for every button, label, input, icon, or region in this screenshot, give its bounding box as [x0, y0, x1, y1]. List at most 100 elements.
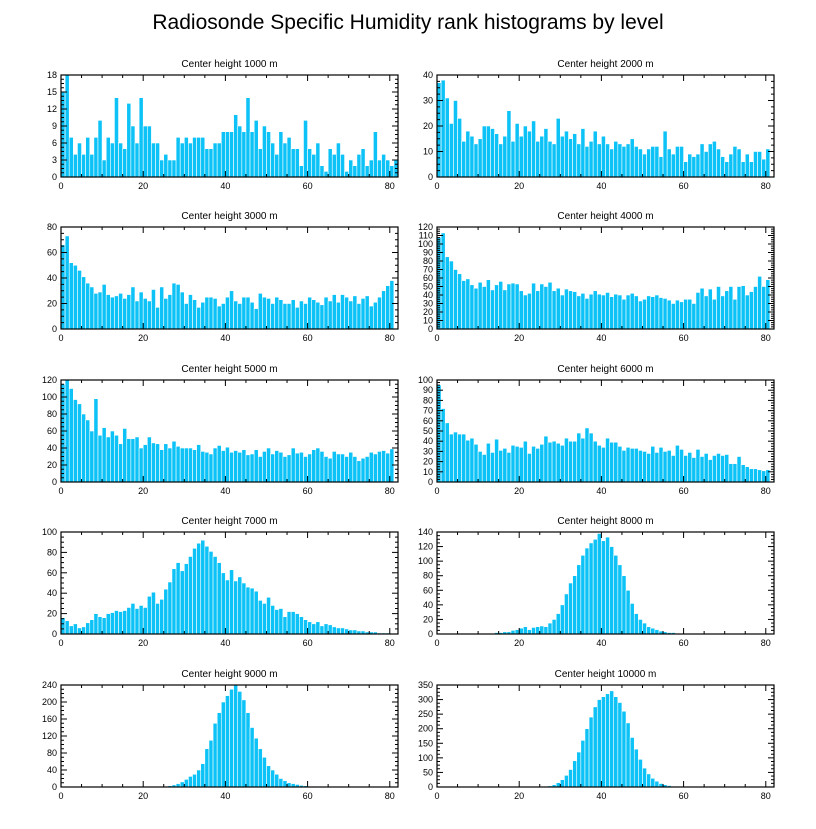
- bar: [369, 306, 373, 329]
- x-tick-label: 0: [58, 333, 63, 343]
- bar: [151, 289, 155, 329]
- x-tick-label: 40: [596, 333, 606, 343]
- y-tick-label: 20: [423, 121, 433, 131]
- bar: [238, 691, 242, 787]
- bar: [86, 420, 90, 482]
- bar: [733, 464, 737, 482]
- bar: [86, 283, 90, 329]
- bar: [86, 623, 90, 634]
- bar: [544, 436, 548, 482]
- bar: [279, 300, 283, 329]
- bar: [143, 607, 147, 634]
- y-tick-label: 10: [423, 316, 433, 326]
- bar: [622, 146, 626, 177]
- bar: [758, 470, 762, 482]
- bar: [622, 711, 626, 787]
- bar: [213, 143, 217, 177]
- bar: [201, 764, 205, 787]
- bar: [336, 628, 340, 634]
- bar: [69, 263, 73, 329]
- bar: [458, 434, 462, 482]
- bar: [745, 467, 749, 482]
- bar: [470, 438, 474, 482]
- bar: [716, 453, 720, 482]
- bar: [110, 613, 114, 634]
- x-tick-label: 80: [385, 638, 395, 648]
- bar: [102, 284, 106, 329]
- bar: [449, 434, 453, 482]
- y-tick-label: 30: [423, 96, 433, 106]
- x-tick-label: 60: [679, 486, 689, 496]
- bar: [127, 607, 131, 634]
- x-tick-label: 20: [514, 791, 524, 801]
- bar: [462, 141, 466, 177]
- bar: [193, 548, 197, 634]
- bar: [127, 103, 131, 177]
- bar: [320, 626, 324, 634]
- y-tick-label: 40: [423, 436, 433, 446]
- bar: [242, 583, 246, 634]
- x-tick-label: 60: [679, 333, 689, 343]
- bar: [168, 582, 172, 634]
- y-tick-label: 50: [423, 282, 433, 292]
- y-tick-label: 40: [423, 70, 433, 80]
- bar: [156, 444, 160, 482]
- bar: [519, 136, 523, 177]
- x-tick-label: 20: [138, 486, 148, 496]
- bar: [515, 284, 519, 329]
- bar: [544, 287, 548, 330]
- bar: [114, 611, 118, 634]
- panel-title: Center height 1000 m: [181, 59, 277, 70]
- bar: [77, 404, 81, 482]
- bar: [618, 702, 622, 787]
- bar: [287, 137, 291, 177]
- x-tick-label: 20: [514, 486, 524, 496]
- bar: [213, 448, 217, 482]
- x-tick-label: 0: [434, 486, 439, 496]
- bar: [712, 455, 716, 482]
- bar: [651, 446, 655, 482]
- bar: [184, 304, 188, 330]
- bar: [213, 298, 217, 329]
- bar: [221, 573, 225, 634]
- bar: [581, 438, 585, 482]
- bar: [556, 288, 560, 329]
- bar: [328, 458, 332, 482]
- bar: [663, 298, 667, 329]
- bar: [303, 120, 307, 177]
- bar: [242, 700, 246, 787]
- bar: [287, 304, 291, 330]
- bar: [733, 146, 737, 177]
- bar: [585, 428, 589, 482]
- bar: [458, 118, 462, 177]
- bar: [250, 588, 254, 634]
- y-tick-label: 0: [52, 172, 57, 182]
- bar: [361, 149, 365, 177]
- bar: [716, 287, 720, 330]
- bar: [234, 451, 238, 482]
- bar: [295, 149, 299, 177]
- bar: [188, 448, 192, 482]
- x-tick-label: 40: [220, 791, 230, 801]
- bar: [349, 630, 353, 634]
- y-tick-label: 9: [52, 121, 57, 131]
- bar: [131, 287, 135, 329]
- bar: [73, 400, 77, 482]
- bar: [507, 111, 511, 177]
- bar: [73, 154, 77, 177]
- bar: [246, 587, 250, 634]
- bar: [762, 159, 766, 177]
- bar: [490, 290, 494, 329]
- bar: [299, 617, 303, 634]
- bar: [234, 301, 238, 329]
- bar: [168, 295, 172, 329]
- x-tick-label: 0: [434, 181, 439, 191]
- y-tick-label: 70: [423, 406, 433, 416]
- bar: [700, 144, 704, 177]
- bar: [585, 548, 589, 634]
- x-tick-label: 80: [761, 181, 771, 191]
- y-tick-label: 90: [423, 385, 433, 395]
- bar: [184, 448, 188, 482]
- bar: [749, 469, 753, 482]
- x-tick-label: 40: [220, 486, 230, 496]
